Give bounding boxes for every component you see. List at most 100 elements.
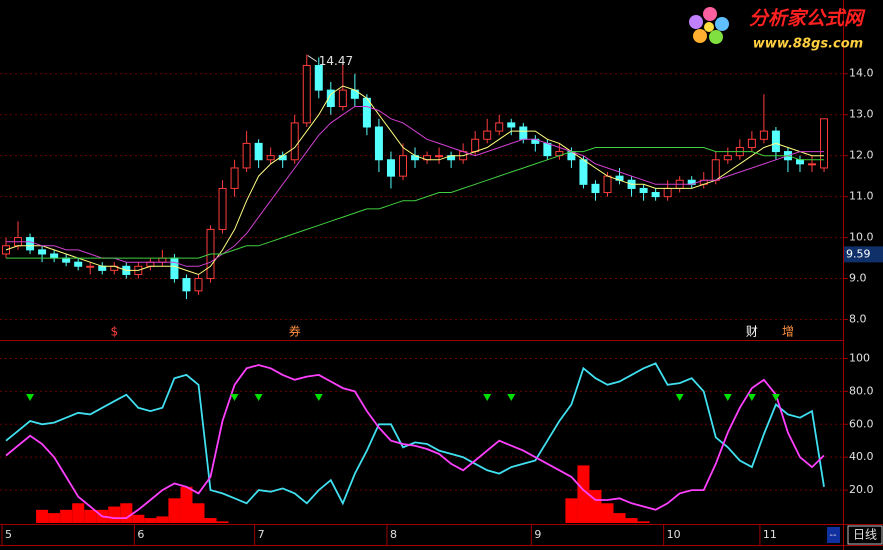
candle-body [194,278,203,292]
high-pointer [307,55,318,62]
candle-body [230,167,239,189]
average-line [6,106,824,267]
y-tick-label: 13.0 [849,108,874,121]
histogram-bar [577,465,590,523]
histogram-bar [60,509,73,523]
candle-body [158,257,167,263]
candle-body [326,89,335,108]
signal-triangle [26,394,35,401]
histogram-bar [72,503,85,523]
x-tick-label: 9 [534,528,541,541]
histogram-bar [144,518,157,523]
candle-body [74,261,83,267]
signal-triangle [230,394,239,401]
histogram-bar [132,514,145,523]
candle-body [314,65,323,91]
price-marker-label: 9.59 [846,247,871,260]
indicator-line [5,364,825,519]
candle-body [242,142,251,169]
candle-body [483,130,492,140]
y-tick-label: 11.0 [849,190,874,203]
y-tick-label: 80.0 [849,384,874,397]
candle-body [543,142,552,157]
histogram-bar [180,486,193,523]
signal-triangle [747,394,756,401]
candle-body [302,65,311,124]
average-line [5,85,824,276]
period-box[interactable] [847,525,883,545]
candle-body [579,159,588,185]
histogram-bar [601,503,614,523]
candle-body [591,183,600,194]
logo-petal [703,7,717,21]
candle-body [98,265,107,271]
candle-body [146,261,155,267]
histogram-bar [156,516,169,523]
y-tick-label: 10.0 [849,231,874,244]
scroll-box[interactable] [827,527,840,543]
event-marker: 财 [746,325,758,339]
logo-center [704,22,714,32]
histogram-bar [120,503,133,523]
y-tick-label: 8.0 [849,313,867,326]
histogram-bar [48,513,61,523]
candle-body [182,278,191,292]
candle-body [639,187,648,194]
candle-body [759,130,768,140]
candle-body [663,187,672,198]
y-tick-label: 12.0 [849,149,874,162]
period-label[interactable]: 日线 [853,528,877,542]
y-tick-label: 40.0 [849,450,874,463]
histogram-bar [589,490,602,523]
signal-triangle [483,394,492,401]
histogram-bar [84,509,97,523]
candle-body [495,122,504,132]
histogram-bar [637,521,650,523]
candle-body [26,237,35,251]
histogram-bar [565,498,578,523]
candle-body [771,130,780,153]
x-tick-label: 7 [258,528,265,541]
histogram-bar [168,498,181,523]
logo-petal [709,30,723,44]
candle-body [723,155,732,161]
candle-body [711,159,720,181]
x-tick-label: 8 [390,528,397,541]
candle-body [38,249,47,255]
candle-body [170,257,179,280]
y-tick-label: 14.0 [849,67,874,80]
indicator-line [5,362,825,506]
histogram-bar [625,518,638,523]
histogram-bar [216,521,229,523]
candle-body [362,97,371,128]
x-tick-label: 6 [137,528,144,541]
candle-body [50,253,59,259]
candle-body [795,159,804,165]
y-tick-label: 20.0 [849,483,874,496]
logo-petal [689,15,703,29]
histogram-bar [204,518,217,523]
histogram-bar [192,503,205,523]
candle-body [820,118,829,169]
logo-name: 分析家公式网 [749,8,866,30]
candle-body [62,257,71,263]
candle-body [471,138,480,153]
scroll-label[interactable]: -- [829,530,837,541]
high-label: 14.47 [319,54,353,68]
logo-petal [715,17,729,31]
price-marker-box [844,246,883,263]
signal-triangle [723,394,732,401]
candle-body [290,122,299,161]
x-tick-label: 11 [763,528,777,541]
y-tick-label: 100 [849,351,870,364]
histogram-bar [36,509,49,523]
signal-triangle [314,394,323,401]
candle-body [747,138,756,148]
event-marker: 券 [289,324,301,339]
candle-body [374,126,383,161]
x-tick-label: 10 [667,528,681,541]
logo: 分析家公式网 www.88gs.com [689,7,866,52]
